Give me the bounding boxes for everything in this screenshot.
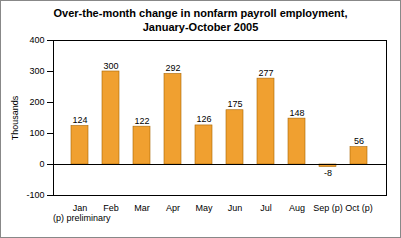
html-text:Over-the-month change in nonfa: Over-the-month change in nonfarm payroll…	[53, 7, 348, 33]
svg-text:0: 0	[39, 159, 44, 169]
svg-text:Apr: Apr	[166, 203, 180, 213]
svg-text:200: 200	[29, 97, 44, 107]
svg-text:300: 300	[103, 61, 118, 71]
svg-text:Sep (p): Sep (p)	[313, 203, 343, 213]
svg-text:175: 175	[227, 99, 242, 109]
svg-text:292: 292	[165, 63, 180, 73]
svg-text:Jun: Jun	[228, 203, 243, 213]
svg-text:277: 277	[258, 68, 273, 78]
svg-text:-100: -100	[26, 190, 44, 200]
svg-text:Thousands: Thousands	[10, 95, 20, 140]
svg-text:Feb: Feb	[103, 203, 119, 213]
svg-text:Mar: Mar	[134, 203, 150, 213]
svg-text:Oct (p): Oct (p)	[345, 203, 373, 213]
svg-text:Jan: Jan	[73, 203, 88, 213]
svg-text:148: 148	[289, 108, 304, 118]
html-text:(p) preliminary: (p) preliminary	[53, 213, 111, 223]
svg-text:300: 300	[29, 66, 44, 76]
svg-text:400: 400	[29, 35, 44, 45]
svg-text:122: 122	[134, 116, 149, 126]
svg-text:100: 100	[29, 128, 44, 138]
svg-text:May: May	[195, 203, 213, 213]
svg-text:126: 126	[196, 114, 211, 124]
svg-text:-8: -8	[324, 168, 332, 178]
svg-text:124: 124	[72, 115, 87, 125]
svg-text:Jul: Jul	[260, 203, 272, 213]
svg-text:56: 56	[354, 136, 364, 146]
svg-text:Aug: Aug	[289, 203, 305, 213]
